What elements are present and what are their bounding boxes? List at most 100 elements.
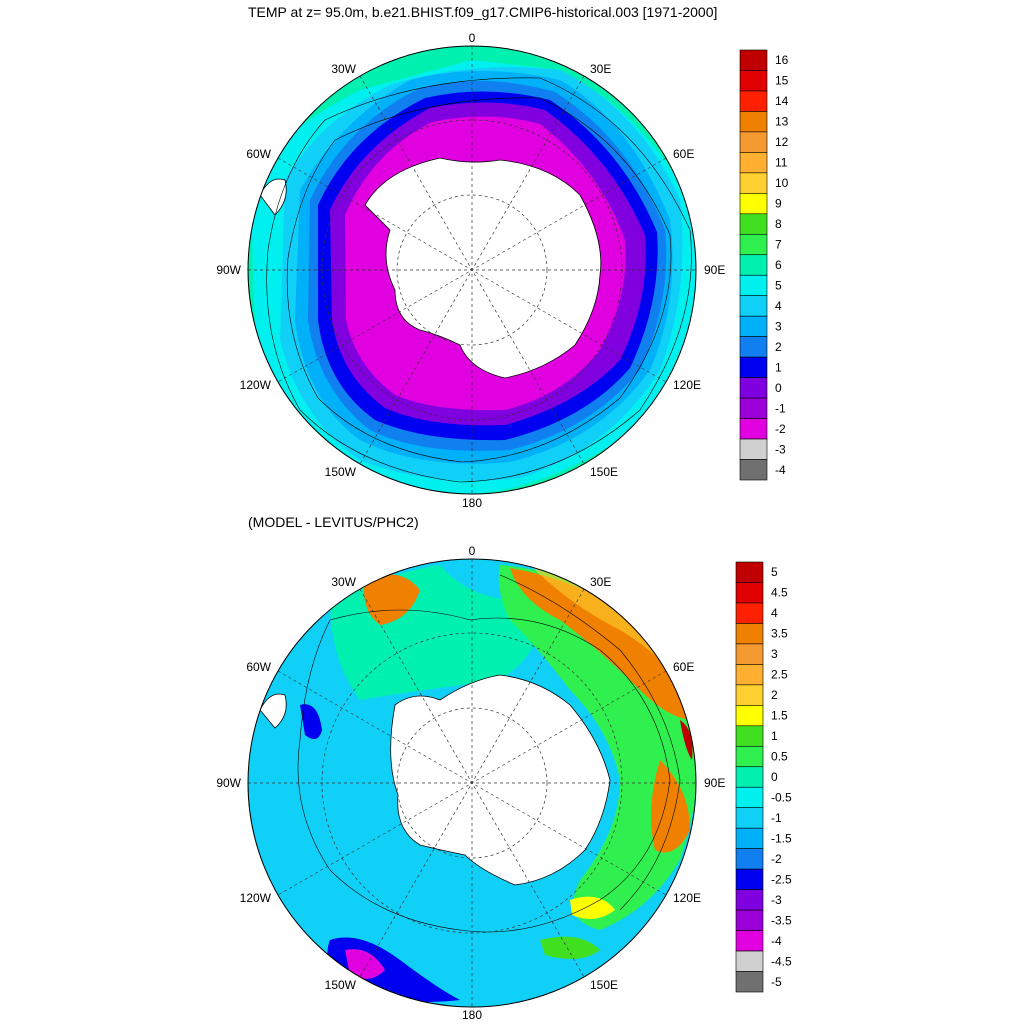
top-colorbar-label: 5 (775, 278, 782, 292)
bottom-south-america-tip (259, 693, 287, 729)
bottom-lon-label-30w: 30W (331, 575, 356, 589)
bottom-colorbar-swatch (735, 561, 764, 583)
top-colorbar-label: -4 (775, 463, 786, 477)
bottom-field-yellow-rim (530, 565, 690, 700)
bottom-colorbar-label: -1.5 (771, 831, 792, 845)
bottom-field-orange-west (364, 574, 420, 625)
bottom-colorbar-swatch (735, 909, 764, 931)
bottom-colorbar-label: -2.5 (771, 872, 792, 886)
top-colorbar-label: 16 (775, 53, 789, 67)
top-lon-label-90w: 90W (216, 263, 241, 277)
bottom-colorbar-swatch (735, 602, 764, 624)
top-lon-label-180: 180 (462, 496, 482, 510)
top-lon-label-150w: 150W (325, 465, 357, 479)
top-lon-label-60e: 60E (673, 147, 694, 161)
top-colorbar-swatch (739, 315, 768, 337)
bottom-colorbar-label: -0.5 (771, 790, 792, 804)
bottom-colorbar-swatch (735, 684, 764, 706)
top-colorbar-swatch (739, 459, 768, 481)
top-colorbar-label: -3 (775, 442, 786, 456)
bottom-field-yellow-east (570, 896, 615, 919)
top-colorbar-label: 13 (775, 115, 789, 129)
bottom-colorbar-swatch (735, 623, 764, 645)
top-map-title: TEMP at z= 95.0m, b.e21.BHIST.f09_g17.CM… (248, 4, 718, 20)
top-lon-label-0: 0 (469, 31, 476, 45)
bottom-colorbar-label: 3 (771, 647, 778, 661)
bottom-colorbar-label: 5 (771, 565, 778, 579)
bottom-colorbar-swatch (735, 807, 764, 829)
top-colorbar-label: -1 (775, 401, 786, 415)
bottom-colorbar-label: -2 (771, 852, 782, 866)
top-colorbar-swatch (739, 131, 768, 153)
top-lon-label-30e: 30E (590, 62, 611, 76)
top-colorbar-label: 3 (775, 319, 782, 333)
bottom-colorbar-label: -4 (771, 934, 782, 948)
top-colorbar-label: 11 (775, 156, 788, 170)
bottom-colorbar-label: 4 (771, 606, 778, 620)
bottom-colorbar-label: 2.5 (771, 668, 788, 682)
top-lon-label-30w: 30W (331, 62, 356, 76)
top-colorbar-swatch (739, 377, 768, 399)
top-colorbar-swatch (739, 418, 768, 440)
bottom-field-green-east (540, 936, 600, 959)
bottom-colorbar-swatch (735, 827, 764, 849)
bottom-colorbar-swatch (735, 786, 764, 809)
top-colorbar-swatch (739, 254, 768, 276)
bottom-colorbar-label: -4.5 (771, 954, 792, 968)
bottom-lon-label-150e: 150E (590, 978, 618, 992)
bottom-colorbar-swatch (735, 868, 764, 890)
bottom-colorbar-label: 0.5 (771, 750, 788, 764)
bottom-field-orange-east (651, 760, 690, 853)
top-colorbar-label: 7 (775, 238, 782, 252)
top-colorbar-swatch (739, 336, 768, 358)
bottom-lon-label-120e: 120E (673, 891, 701, 905)
bottom-colorbar-swatch (735, 950, 764, 972)
bottom-graticule (248, 559, 696, 1007)
top-colorbar-swatch (739, 233, 768, 256)
top-colorbar-swatch (739, 295, 768, 317)
bottom-colorbar-label: 3.5 (771, 627, 788, 641)
bottom-colorbar-swatch (735, 766, 764, 788)
top-colorbar-label: 2 (775, 340, 782, 354)
bottom-colorbar-swatch (735, 725, 764, 747)
top-colorbar-label: 15 (775, 74, 789, 88)
bottom-lon-label-60e: 60E (673, 660, 694, 674)
bottom-colorbar-swatch (735, 643, 764, 665)
bottom-colorbar-swatch (735, 582, 764, 604)
bottom-colorbar-label: 1.5 (771, 709, 788, 723)
bottom-field-coldest-patch (345, 949, 385, 979)
top-colorbar-swatch (739, 90, 768, 112)
bottom-colorbar-swatch (735, 889, 764, 911)
top-lon-label-60w: 60W (246, 147, 271, 161)
top-colorbar-swatch (739, 213, 768, 235)
bottom-lon-label-120w: 120W (240, 891, 272, 905)
top-colorbar-label: 9 (775, 197, 782, 211)
top-colorbar-swatch (739, 49, 768, 71)
top-colorbar-label: 1 (775, 360, 782, 374)
top-lon-label-90e: 90E (704, 263, 725, 277)
bottom-contour-b (499, 574, 681, 911)
bottom-lon-label-60w: 60W (246, 660, 271, 674)
bottom-colorbar-label: 4.5 (771, 586, 788, 600)
bottom-colorbar-label: -1 (771, 811, 782, 825)
top-contour-a (266, 77, 692, 483)
bottom-field-cold-drake (300, 704, 322, 739)
bottom-colorbar-label: -3 (771, 893, 782, 907)
top-colorbar-swatch (739, 274, 768, 297)
bottom-lon-label-30e: 30E (590, 575, 611, 589)
top-colorbar-label: 0 (775, 381, 782, 395)
top-graticule (248, 46, 696, 494)
top-colorbar-label: 6 (775, 258, 782, 272)
bottom-contour-a (297, 609, 671, 933)
bottom-map-title: (MODEL - LEVITUS/PHC2) (248, 514, 419, 530)
top-lon-label-150e: 150E (590, 465, 618, 479)
bottom-lon-label-90w: 90W (216, 776, 241, 790)
bottom-colorbar-swatch (735, 705, 764, 727)
bottom-colorbar-label: 2 (771, 688, 778, 702)
top-colorbar-label: 10 (775, 176, 789, 190)
bottom-lon-label-90e: 90E (704, 776, 725, 790)
bottom-lon-label-180: 180 (462, 1008, 482, 1022)
top-south-america-tip (259, 178, 287, 216)
bottom-colorbar-label: 1 (771, 729, 778, 743)
